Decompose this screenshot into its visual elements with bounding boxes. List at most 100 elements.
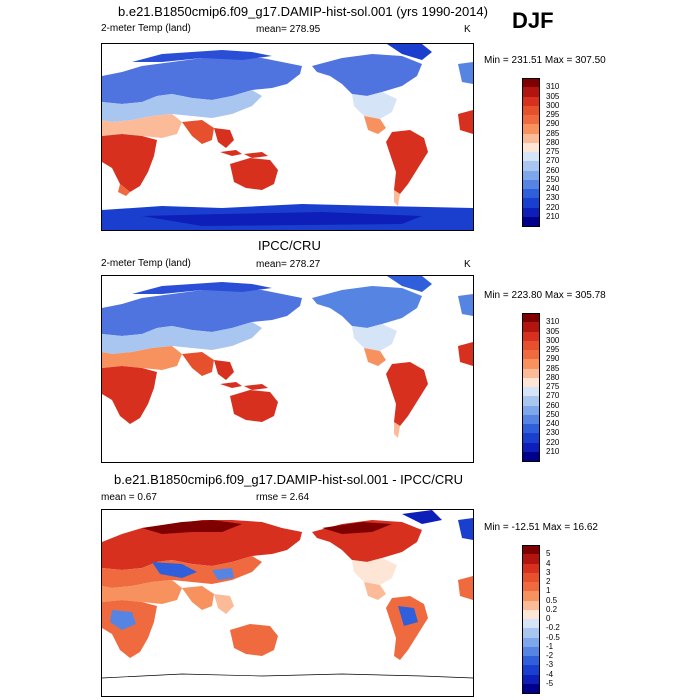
colorbar-tick-label: 240 xyxy=(546,184,560,193)
colorbar-tick-label: 220 xyxy=(546,202,560,212)
colorbar-tick-label: 280 xyxy=(546,137,560,147)
panel3-map-svg xyxy=(102,510,473,679)
colorbar-cell xyxy=(522,377,540,388)
colorbar-tick-label: 250 xyxy=(546,409,560,419)
colorbar-tick-label: 275 xyxy=(546,147,560,156)
colorbar-tick-label: 305 xyxy=(546,91,560,101)
colorbar-tick-label: 4 xyxy=(546,558,551,568)
colorbar-cell xyxy=(522,609,540,620)
colorbar-cell xyxy=(522,340,540,351)
colorbar-cell xyxy=(522,170,540,181)
colorbar-cell xyxy=(522,554,540,564)
colorbar-tick-label: 260 xyxy=(546,400,560,410)
panel1-variable-label: 2-meter Temp (land) xyxy=(101,23,191,34)
colorbar-cell xyxy=(522,78,540,88)
colorbar-cell xyxy=(522,96,540,107)
colorbar-cell xyxy=(522,216,540,227)
colorbar-cell xyxy=(522,683,540,694)
colorbar-cell xyxy=(522,646,540,657)
colorbar-tick-label: 290 xyxy=(546,354,560,364)
colorbar-cell xyxy=(522,414,540,425)
colorbar-cell xyxy=(522,189,540,199)
panel1-minmax: Min = 231.51 Max = 307.50 xyxy=(484,55,606,66)
colorbar-cell xyxy=(522,451,540,462)
colorbar-tick-label: -0.5 xyxy=(546,632,560,642)
panel2-title: IPCC/CRU xyxy=(258,238,321,253)
colorbar-tick-label: 300 xyxy=(546,100,560,110)
colorbar-tick-label: 275 xyxy=(546,382,560,391)
colorbar-cell xyxy=(522,563,540,574)
colorbar-cell xyxy=(522,424,540,434)
colorbar-tick-label: -3 xyxy=(546,660,554,670)
colorbar-tick-label: 0 xyxy=(546,614,551,623)
colorbar-cell xyxy=(522,619,540,629)
colorbar-cell xyxy=(522,105,540,116)
colorbar-tick-label: 310 xyxy=(546,317,560,327)
colorbar-cell xyxy=(522,124,540,134)
colorbar-tick-label: 305 xyxy=(546,326,560,336)
colorbar-cell xyxy=(522,179,540,190)
colorbar-tick-label: 260 xyxy=(546,165,560,175)
colorbar-cell xyxy=(522,161,540,171)
colorbar-tick-label: 1 xyxy=(546,586,551,596)
colorbar-tick-label: -4 xyxy=(546,669,554,679)
panel2-colorbar: 310 305 300 295 290 285 280 275 270 260 250 240 230 2… xyxy=(522,313,582,462)
colorbar-cell xyxy=(522,198,540,208)
panel1-unit-label: K xyxy=(464,24,471,35)
colorbar-cell xyxy=(522,387,540,397)
colorbar-cell xyxy=(522,433,540,443)
panel2-map-svg xyxy=(102,276,473,438)
colorbar-tick-label: -1 xyxy=(546,641,554,651)
colorbar-tick-label: -0.2 xyxy=(546,623,560,633)
colorbar-tick-label: 220 xyxy=(546,437,560,447)
colorbar-tick-label: 300 xyxy=(546,335,560,345)
panel3-title: b.e21.B1850cmip6.f09_g17.DAMIP-hist-sol.… xyxy=(114,472,463,487)
colorbar-tick-label: -2 xyxy=(546,651,554,660)
panel1-colorbar: 310 305 300 295 290 285 280 275 270 260 250 240 230 2… xyxy=(522,78,582,227)
colorbar-cell xyxy=(522,207,540,218)
colorbar-cell xyxy=(522,665,540,675)
colorbar-cell xyxy=(522,133,540,144)
panel2-variable-label: 2-meter Temp (land) xyxy=(101,258,191,269)
colorbar-tick-label: 295 xyxy=(546,345,560,354)
panel2-mean-label: mean= 278.27 xyxy=(256,259,321,270)
colorbar-tick-label: 270 xyxy=(546,156,560,166)
colorbar-tick-label: 280 xyxy=(546,372,560,382)
panel2-unit-label: K xyxy=(464,259,471,270)
colorbar-cell xyxy=(522,87,540,97)
season-label: DJF xyxy=(512,8,554,33)
colorbar-cell xyxy=(522,331,540,342)
colorbar-cell xyxy=(522,115,540,125)
colorbar-tick-label: 270 xyxy=(546,391,560,401)
colorbar-cell xyxy=(522,359,540,369)
colorbar-cell xyxy=(522,368,540,379)
colorbar-tick-label: -5 xyxy=(546,678,554,688)
colorbar-cell xyxy=(522,396,540,406)
colorbar-tick-label: 310 xyxy=(546,82,560,92)
panel3-minmax: Min = -12.51 Max = 16.62 xyxy=(484,522,598,533)
colorbar-cell xyxy=(522,656,540,666)
colorbar-tick-label: 290 xyxy=(546,119,560,129)
panel3-map xyxy=(101,509,474,697)
colorbar-tick-label: 295 xyxy=(546,110,560,119)
panel1-map-svg xyxy=(102,44,473,230)
panel3-rmse-label: rmse = 2.64 xyxy=(256,492,310,503)
colorbar-tick-label: 5 xyxy=(546,549,551,559)
colorbar-cell xyxy=(522,442,540,453)
colorbar-tick-label: 240 xyxy=(546,419,560,428)
colorbar-cell xyxy=(522,600,540,611)
colorbar-cell xyxy=(522,350,540,360)
colorbar-cell xyxy=(522,637,540,648)
colorbar-cell xyxy=(522,405,540,416)
colorbar-tick-label: 2 xyxy=(546,577,551,586)
colorbar-tick-label: 285 xyxy=(546,128,560,138)
colorbar-tick-label: 230 xyxy=(546,428,560,438)
colorbar-cell xyxy=(522,142,540,153)
colorbar-tick-label: 210 xyxy=(546,211,560,221)
colorbar-cell xyxy=(522,591,540,601)
colorbar-cell xyxy=(522,322,540,332)
colorbar-cell xyxy=(522,545,540,555)
panel1-title: b.e21.B1850cmip6.f09_g17.DAMIP-hist-sol.… xyxy=(118,4,488,19)
colorbar-tick-label: 285 xyxy=(546,363,560,373)
colorbar-tick-label: 3 xyxy=(546,567,551,577)
